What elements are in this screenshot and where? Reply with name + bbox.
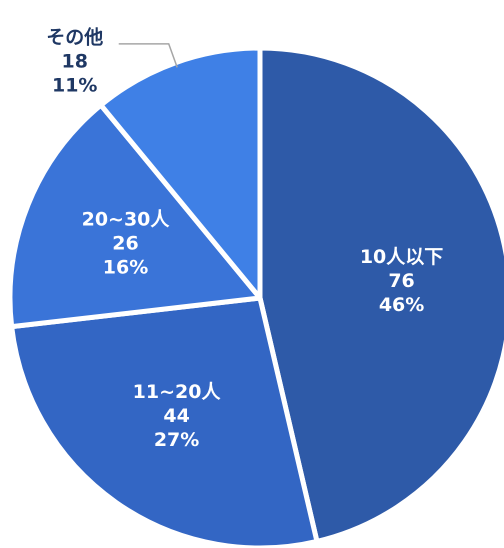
- slice-label-2: 20~30人: [82, 208, 171, 230]
- slice-label-3: その他: [46, 25, 103, 48]
- slice-percent-1: 27%: [154, 429, 199, 451]
- pie-slice-2: [7, 102, 263, 330]
- slice-percent-3: 11%: [52, 74, 97, 96]
- leader-line-3: [118, 43, 178, 68]
- slice-value-1: 44: [163, 405, 189, 427]
- slice-value-0: 76: [388, 270, 414, 292]
- pie-slice-0: [257, 45, 504, 544]
- slice-percent-0: 46%: [379, 294, 424, 316]
- slice-value-2: 26: [112, 232, 138, 254]
- slice-percent-2: 16%: [103, 256, 148, 278]
- slice-label-1: 11~20人: [133, 381, 222, 403]
- slice-label-0: 10人以下: [360, 246, 443, 268]
- slice-value-3: 18: [62, 50, 88, 72]
